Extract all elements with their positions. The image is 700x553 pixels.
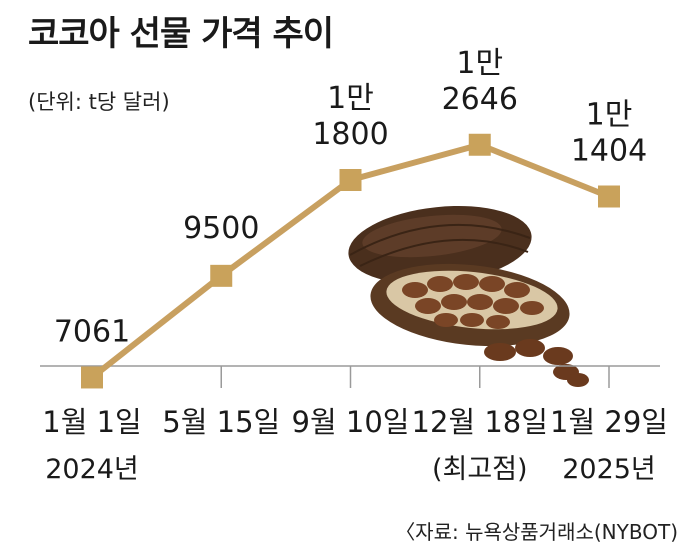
x-tick-label: 1월 1일	[42, 405, 141, 439]
x-tick-label-sub: (최고점)	[432, 454, 528, 485]
x-tick-label: 5월 15일	[162, 405, 280, 439]
x-tick-label: 1월 29일	[550, 405, 668, 439]
data-label-prefix: 1만	[586, 98, 633, 133]
data-label-value: 2646	[442, 82, 518, 117]
cocoa-pod-illustration	[348, 206, 589, 387]
data-label-prefix: 1만	[327, 81, 374, 116]
unit-label: (단위: t당 달러)	[28, 90, 170, 114]
data-point-marker	[210, 264, 233, 287]
data-point-marker	[81, 366, 103, 389]
x-tick-label: 9월 10일	[292, 405, 410, 439]
data-point-marker	[339, 169, 362, 191]
data-point-marker	[468, 133, 491, 156]
data-label-value: 1800	[312, 117, 388, 152]
data-label-value: 7061	[54, 314, 130, 349]
source-note: 〈자료: 뉴욕상품거래소(NYBOT)	[395, 520, 678, 544]
data-label-value: 1404	[571, 134, 647, 169]
x-tick-label-sub: 2025년	[562, 454, 656, 485]
data-label-prefix: 1만	[456, 46, 503, 81]
x-tick-label-sub: 2024년	[45, 454, 139, 485]
x-tick-label: 12월 18일	[412, 405, 548, 439]
data-point-marker	[598, 185, 620, 208]
chart-title: 코코아 선물 가격 추이	[28, 14, 334, 54]
data-label-value: 9500	[183, 211, 259, 246]
